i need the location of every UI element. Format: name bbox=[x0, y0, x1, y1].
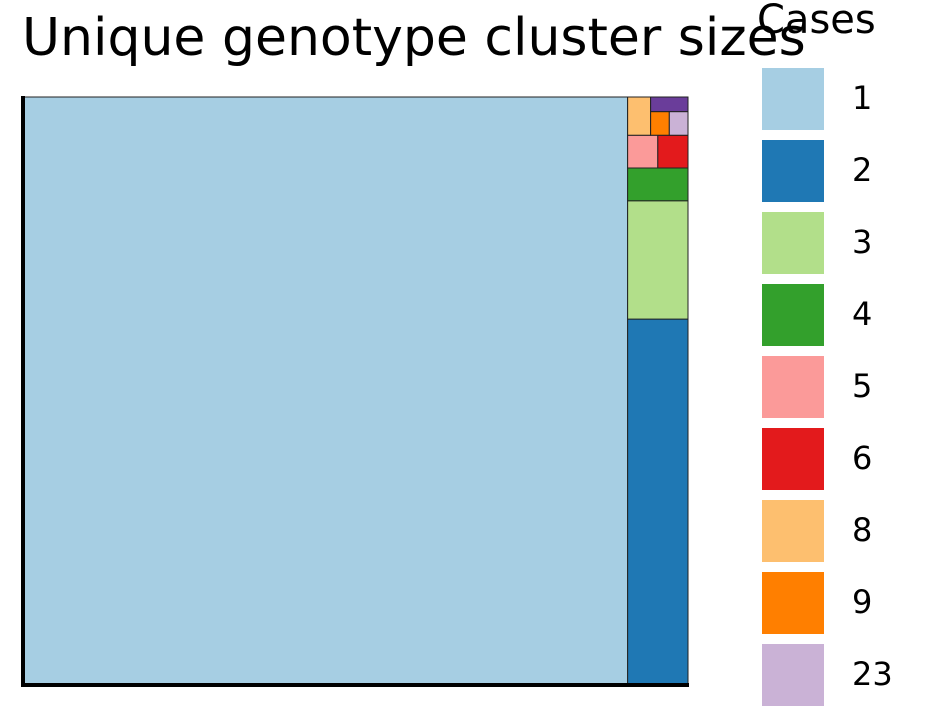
legend-swatch bbox=[762, 572, 824, 634]
legend-swatch bbox=[762, 212, 824, 274]
legend-label: 3 bbox=[852, 223, 873, 261]
treemap-tiles bbox=[22, 96, 689, 686]
legend-label: 9 bbox=[852, 583, 873, 621]
chart-title: Unique genotype cluster sizes bbox=[22, 8, 806, 68]
legend-item-6: 6 bbox=[762, 428, 932, 490]
legend-title: Cases bbox=[757, 0, 876, 43]
legend-label: 23 bbox=[852, 655, 893, 693]
treemap-tile-3 bbox=[627, 200, 689, 320]
treemap-tile-other bbox=[650, 96, 689, 113]
legend-item-1: 1 bbox=[762, 68, 932, 130]
treemap-tile-9 bbox=[650, 111, 670, 136]
treemap-tile-2 bbox=[627, 318, 689, 686]
legend-swatch bbox=[762, 356, 824, 418]
legend-label: 4 bbox=[852, 295, 873, 333]
legend-swatch bbox=[762, 68, 824, 130]
legend-label: 8 bbox=[852, 511, 873, 549]
legend-swatch bbox=[762, 644, 824, 706]
legend-swatch bbox=[762, 284, 824, 346]
treemap-tile-1 bbox=[22, 96, 629, 686]
legend-item-8: 8 bbox=[762, 500, 932, 562]
legend-item-3: 3 bbox=[762, 212, 932, 274]
treemap-tile-4 bbox=[627, 167, 689, 202]
legend-label: 1 bbox=[852, 79, 873, 117]
treemap-tile-8 bbox=[627, 96, 652, 136]
legend-item-23: 23 bbox=[762, 644, 932, 706]
treemap-tile-23 bbox=[668, 111, 689, 136]
treemap-tile-6 bbox=[657, 134, 689, 169]
legend-label: 6 bbox=[852, 439, 873, 477]
legend-swatch bbox=[762, 500, 824, 562]
treemap-tile-5 bbox=[627, 134, 659, 169]
legend-item-4: 4 bbox=[762, 284, 932, 346]
legend-label: 2 bbox=[852, 151, 873, 189]
legend-item-2: 2 bbox=[762, 140, 932, 202]
legend-swatch bbox=[762, 140, 824, 202]
legend-swatch bbox=[762, 428, 824, 490]
legend-item-9: 9 bbox=[762, 572, 932, 634]
legend-item-5: 5 bbox=[762, 356, 932, 418]
legend-label: 5 bbox=[852, 367, 873, 405]
